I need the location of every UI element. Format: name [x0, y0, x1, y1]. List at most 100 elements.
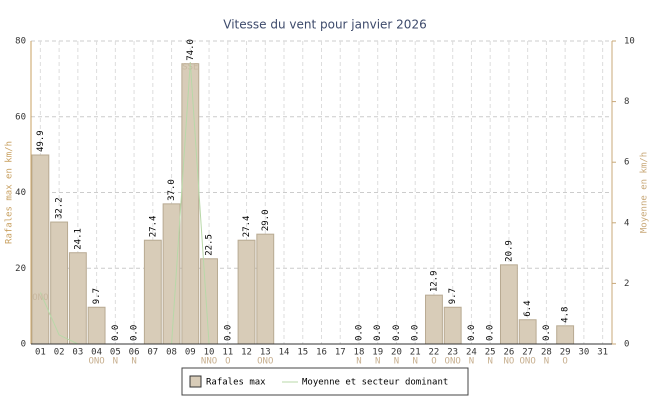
x-tick-label: 24: [466, 348, 477, 358]
bar: [556, 325, 575, 345]
x-tick-label: 21: [410, 348, 421, 358]
direction-label: ONO: [88, 357, 104, 367]
direction-label: N: [356, 357, 361, 367]
x-tick-label: 08: [166, 348, 177, 358]
value-label: 32.2: [55, 197, 65, 219]
bar: [31, 154, 50, 345]
legend-box: [181, 367, 469, 396]
direction-label: O: [562, 357, 567, 367]
y-axis-label: Rafales max en km/h: [5, 141, 15, 244]
x-tick-label: 20: [391, 348, 402, 358]
bar: [68, 252, 87, 345]
value-label: 0.0: [542, 325, 552, 341]
x-tick-label: 03: [72, 348, 83, 358]
x-tick-label: 04: [91, 348, 102, 358]
direction-label: N: [469, 357, 474, 367]
value-label: 0.0: [130, 325, 140, 341]
value-label: 0.0: [223, 325, 233, 341]
x-tick-label: 23: [447, 348, 458, 358]
value-label: 0.0: [392, 325, 402, 341]
x-tick-label: 11: [222, 348, 233, 358]
x-tick-label: 15: [297, 348, 308, 358]
line-label: ONO: [32, 293, 48, 303]
value-label: 0.0: [411, 325, 421, 341]
value-label: 24.1: [73, 228, 83, 250]
y-tick-label: 40: [15, 188, 26, 198]
value-label: 9.7: [92, 288, 102, 304]
value-label: 29.0: [261, 209, 271, 231]
y-tick-label: 60: [15, 112, 26, 122]
x-tick-label: 29: [560, 348, 571, 358]
y-tick-label: 80: [15, 37, 26, 47]
y2-tick-label: 6: [624, 158, 629, 168]
x-tick-label: 02: [54, 348, 65, 358]
value-label: 0.0: [486, 325, 496, 341]
value-label: 49.9: [36, 130, 46, 152]
direction-label: ONO: [520, 357, 536, 367]
value-label: 0.0: [111, 325, 121, 341]
x-tick-label: 27: [522, 348, 533, 358]
bar: [518, 319, 537, 345]
x-tick-label: 12: [241, 348, 252, 358]
value-label: 4.8: [561, 307, 571, 323]
y2-tick-label: 2: [624, 279, 629, 289]
x-tick-label: 26: [503, 348, 514, 358]
value-label: 6.4: [523, 300, 533, 316]
direction-label: N: [394, 357, 399, 367]
line-label: SSE: [182, 63, 198, 73]
x-tick-label: 28: [541, 348, 552, 358]
value-label: 12.9: [429, 270, 439, 292]
chart-title: Vitesse du vent pour janvier 2026: [223, 18, 426, 32]
bar: [87, 306, 106, 345]
x-tick-label: 25: [485, 348, 496, 358]
x-tick-label: 30: [578, 348, 589, 358]
direction-label: N: [544, 357, 549, 367]
x-tick-label: 19: [372, 348, 383, 358]
y2-tick-label: 8: [624, 97, 629, 107]
x-tick-label: 10: [204, 348, 215, 358]
x-tick-label: 07: [147, 348, 158, 358]
value-label: 27.4: [148, 216, 158, 238]
y-tick-label: 0: [21, 340, 26, 350]
direction-label: O: [225, 357, 230, 367]
bar: [50, 221, 69, 345]
value-label: 0.0: [373, 325, 383, 341]
y-tick-label: 20: [15, 264, 26, 274]
bar: [143, 239, 162, 345]
bar: [443, 306, 462, 345]
value-label: 27.4: [242, 216, 252, 238]
bar: [499, 264, 518, 345]
value-label: 20.9: [504, 240, 514, 262]
direction-label: N: [487, 357, 492, 367]
direction-label: ONO: [257, 357, 273, 367]
legend-label: Moyenne et secteur dominant: [302, 378, 448, 388]
value-label: 37.0: [167, 179, 177, 201]
bar: [425, 294, 443, 345]
x-tick-label: 14: [279, 348, 290, 358]
x-tick-label: 01: [35, 348, 46, 358]
legend-label: Rafales max: [206, 378, 266, 388]
legend-swatch: [189, 375, 202, 388]
direction-label: N: [131, 357, 136, 367]
y2-tick-label: 10: [624, 37, 635, 47]
y2-axis-label: Moyenne en km/h: [640, 152, 650, 233]
direction-label: N: [113, 357, 118, 367]
direction-label: NNO: [201, 357, 217, 367]
direction-label: N: [375, 357, 380, 367]
direction-label: NO: [503, 357, 514, 367]
bar: [200, 258, 218, 345]
value-label: 9.7: [448, 288, 458, 304]
x-tick-label: 18: [354, 348, 365, 358]
bar: [162, 203, 181, 345]
x-tick-label: 06: [129, 348, 140, 358]
bar: [256, 233, 275, 345]
direction-label: ONO: [445, 357, 461, 367]
x-tick-label: 05: [110, 348, 121, 358]
bar: [237, 239, 256, 345]
y2-tick-label: 4: [624, 218, 629, 228]
y2-tick-label: 0: [624, 340, 629, 350]
x-tick-label: 31: [597, 348, 608, 358]
x-tick-label: 17: [335, 348, 346, 358]
